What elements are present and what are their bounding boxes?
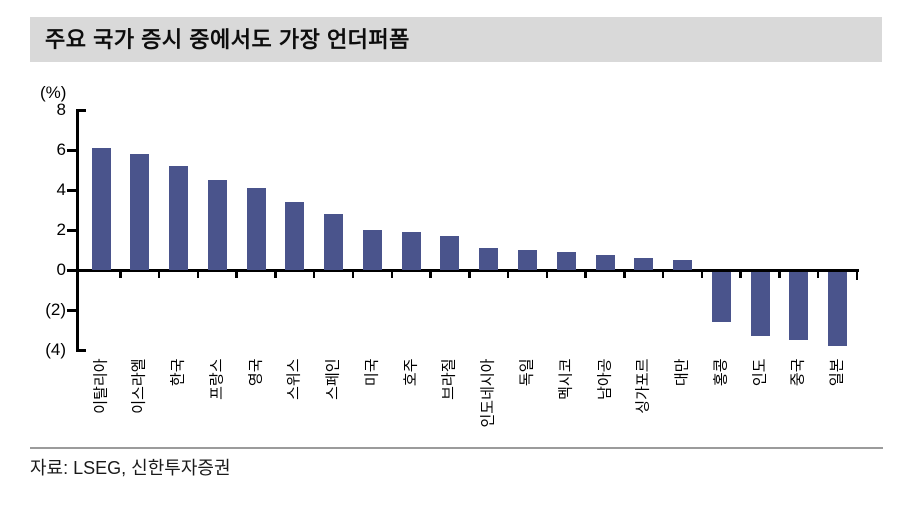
x-axis-tick: [274, 271, 277, 278]
bar: [634, 258, 654, 270]
x-axis-tick: [661, 271, 665, 278]
bar: [479, 248, 499, 270]
x-axis-tick: [429, 271, 432, 278]
y-axis-tick-label: 8: [56, 100, 66, 119]
x-axis-tick: [119, 271, 122, 278]
bar: [91, 148, 111, 270]
x-axis-label: 이탈리아: [92, 358, 109, 414]
source-note: 자료: LSEG, 신한투자증권: [30, 458, 231, 478]
bar: [711, 271, 731, 322]
x-axis-label: 대만: [673, 358, 691, 386]
x-axis-tick: [739, 271, 742, 278]
x-axis-label: 이스라엘: [130, 358, 148, 414]
bar: [750, 271, 770, 336]
x-axis-label: 독일: [518, 358, 536, 386]
x-axis-label: 멕시코: [557, 358, 575, 400]
x-axis-tick: [584, 271, 587, 278]
y-axis-tick: [67, 308, 77, 312]
y-axis-tick-label: 4: [56, 180, 66, 199]
x-axis-label: 스페인: [324, 358, 342, 400]
y-axis-tick: [67, 148, 77, 152]
x-axis-tick: [468, 271, 471, 278]
x-axis-label: 영국: [247, 358, 265, 386]
y-axis-unit-label: (%): [40, 83, 67, 102]
x-axis-tick: [855, 271, 859, 280]
bar: [401, 232, 421, 270]
x-axis-label: 한국: [169, 358, 187, 386]
footer-divider: [30, 447, 883, 449]
bar: [207, 180, 227, 270]
x-axis-tick: [157, 271, 161, 278]
x-axis-tick: [816, 271, 820, 278]
x-axis-tick: [623, 271, 626, 278]
y-axis-bottom-stub: [77, 348, 86, 352]
x-axis-tick: [390, 271, 394, 278]
y-axis-tick: [67, 188, 77, 192]
y-axis-tick: [67, 268, 77, 272]
x-axis-label: 남아공: [596, 358, 613, 400]
bar: [130, 154, 150, 270]
bar: [285, 202, 305, 270]
y-axis-tick-label: 2: [56, 220, 66, 239]
x-axis-tick: [545, 271, 549, 278]
x-axis-line: [75, 268, 859, 272]
bar: [246, 188, 266, 270]
x-axis-label: 홍콩: [712, 358, 730, 386]
x-axis-label: 인도네시아: [479, 358, 497, 428]
x-axis-tick: [235, 271, 238, 278]
y-axis-tick-label: 0: [56, 260, 66, 279]
y-axis-tick-label: (4): [45, 340, 66, 359]
bar: [595, 255, 615, 270]
bar: [828, 271, 848, 346]
x-axis-label: 인도: [751, 358, 769, 386]
x-axis-label: 중국: [789, 358, 807, 386]
x-axis-label: 미국: [363, 358, 381, 386]
y-axis-tick-label: (2): [45, 300, 66, 319]
x-axis-tick: [351, 271, 355, 278]
x-axis-tick: [778, 271, 781, 278]
x-axis-label: 싱가포르: [634, 358, 652, 414]
x-axis-label: 스위스: [285, 358, 303, 400]
bar: [440, 236, 460, 270]
bar: [789, 271, 809, 340]
bar: [324, 214, 344, 270]
x-axis-tick: [196, 271, 200, 278]
chart-title: 주요 국가 증시 중에서도 가장 언더퍼폼: [30, 17, 882, 62]
y-axis-tick-label: 6: [56, 140, 66, 159]
y-axis-top-stub: [77, 108, 86, 112]
bar: [362, 230, 382, 270]
bar: [517, 250, 537, 270]
x-axis-label: 브라질: [440, 358, 458, 400]
x-axis-label: 호주: [402, 358, 420, 386]
x-axis-tick: [312, 271, 316, 278]
bar: [556, 252, 576, 270]
x-axis-tick: [700, 271, 704, 278]
x-axis-tick: [506, 271, 510, 278]
y-axis-line: [75, 108, 79, 352]
y-axis-tick: [67, 228, 77, 232]
x-axis-label: 프랑스: [208, 358, 226, 400]
x-axis-label: 일본: [828, 358, 846, 386]
bar: [169, 166, 189, 270]
bar: [673, 260, 693, 270]
